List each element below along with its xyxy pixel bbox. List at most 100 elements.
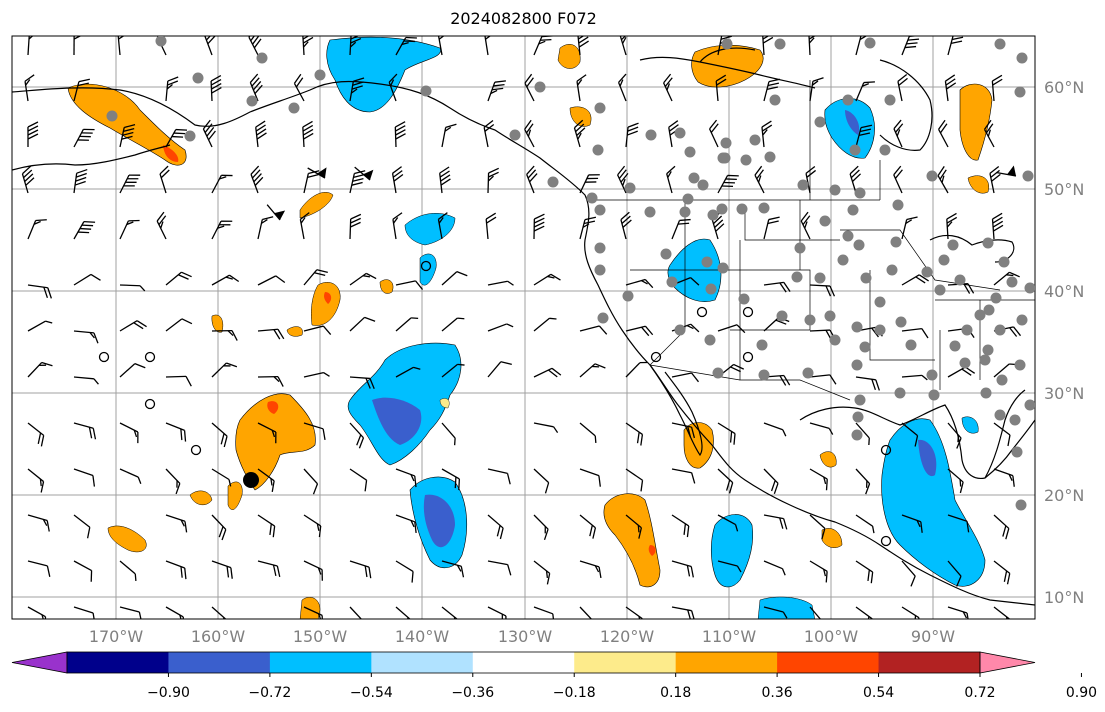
wind-barb (625, 514, 643, 539)
strong-negative-core (845, 110, 860, 135)
longitude-tick-label: 170°W (89, 627, 144, 646)
wind-barb (248, 36, 262, 56)
wind-barb (579, 514, 597, 539)
station-dot (717, 152, 729, 164)
station-dot (594, 102, 606, 114)
wind-barb (533, 468, 550, 494)
station-dot (697, 179, 709, 191)
calm-circle (420, 260, 432, 272)
latitude-tick-label: 20°N (1044, 486, 1084, 505)
station-dot (934, 284, 946, 296)
wind-barb (944, 74, 957, 102)
station-dot (905, 339, 917, 351)
station-dot (859, 341, 871, 353)
wind-barb (349, 36, 362, 56)
wind-barb (73, 606, 96, 619)
station-dot (764, 151, 776, 163)
wind-barb (763, 606, 788, 619)
wind-barb (617, 165, 629, 194)
longitude-labels: 170°W 160°W 150°W 140°W 130°W 120°W 110°W 100°W… (89, 627, 955, 646)
wind-barb (349, 316, 376, 332)
station-dot (707, 209, 719, 221)
wind-barb (27, 121, 39, 148)
calm-circle (144, 398, 156, 410)
calm-circle (650, 351, 662, 363)
wind-barb (303, 468, 319, 495)
positive-anomaly-region (311, 282, 341, 326)
colorbar-tick-label: 0.36 (762, 685, 793, 701)
positive-anomaly-region (967, 175, 990, 194)
wind-barb (202, 119, 216, 148)
positive-anomaly-region (211, 314, 224, 333)
station-dot (892, 199, 904, 211)
wind-barb (211, 560, 233, 579)
wind-barb (671, 218, 691, 240)
wind-barb (893, 165, 903, 194)
colorbar-extend-low (11, 651, 68, 674)
wind-barb (211, 274, 240, 286)
station-dot (994, 324, 1006, 336)
wind-barb (533, 36, 554, 56)
station-dot (842, 94, 854, 106)
wind-barb (119, 422, 139, 444)
station-dot (797, 179, 809, 191)
wind-barb (165, 514, 188, 533)
wind-barb (533, 560, 551, 585)
station-dot (959, 357, 971, 369)
wind-barb (901, 216, 918, 240)
wind-barb-pennant (307, 167, 327, 179)
wind-barb (663, 73, 673, 102)
wind-barb (809, 77, 824, 102)
positive-anomaly-region (603, 493, 661, 588)
station-dot (314, 69, 326, 81)
station-dot (949, 340, 961, 352)
wind-barb (938, 119, 949, 148)
station-dot (996, 374, 1008, 386)
wind-barb (625, 606, 643, 619)
wind-barb (349, 468, 368, 492)
wind-barb (165, 375, 192, 387)
negative-anomaly-region (881, 418, 986, 587)
station-dot (982, 344, 994, 356)
wind-barb (993, 514, 1010, 540)
station-dot (622, 290, 634, 302)
station-dot (886, 264, 898, 276)
station-dot (928, 389, 940, 401)
wind-barb (119, 320, 147, 332)
station-dot (947, 239, 959, 251)
station-dot (594, 264, 606, 276)
wind-barb (73, 36, 85, 56)
positive-anomaly-region (379, 279, 394, 294)
station-dot (884, 94, 896, 106)
wind-barb (73, 128, 95, 148)
wind-barb (349, 272, 377, 286)
wind-barb (901, 274, 929, 286)
wind-barb (441, 363, 465, 378)
wind-barb (395, 560, 414, 583)
station-dot (990, 292, 1002, 304)
colorbar-tick-label: −0.72 (248, 685, 291, 701)
wind-barb (708, 119, 719, 148)
longitude-tick-label: 130°W (498, 627, 553, 646)
wind-barb (73, 514, 91, 539)
wind-barb (809, 514, 826, 540)
station-dot (736, 203, 748, 215)
wind-barb (763, 78, 781, 102)
wind-barb (211, 422, 228, 448)
station-dot (679, 206, 691, 218)
positive-anomaly-region (959, 83, 993, 161)
wind-barb (441, 123, 457, 148)
wind-barb (897, 73, 908, 102)
station-markers (106, 36, 1035, 511)
wind-barb (349, 606, 365, 619)
negative-anomaly-region (961, 416, 979, 434)
wind-barb (165, 422, 187, 442)
station-dot (1024, 399, 1035, 411)
station-dot (774, 38, 786, 50)
wind-barb (901, 514, 923, 533)
longitude-tick-label: 150°W (293, 627, 348, 646)
wind-barb (441, 468, 461, 491)
wind-barb (159, 165, 170, 194)
wind-barb-pennant (354, 166, 374, 181)
